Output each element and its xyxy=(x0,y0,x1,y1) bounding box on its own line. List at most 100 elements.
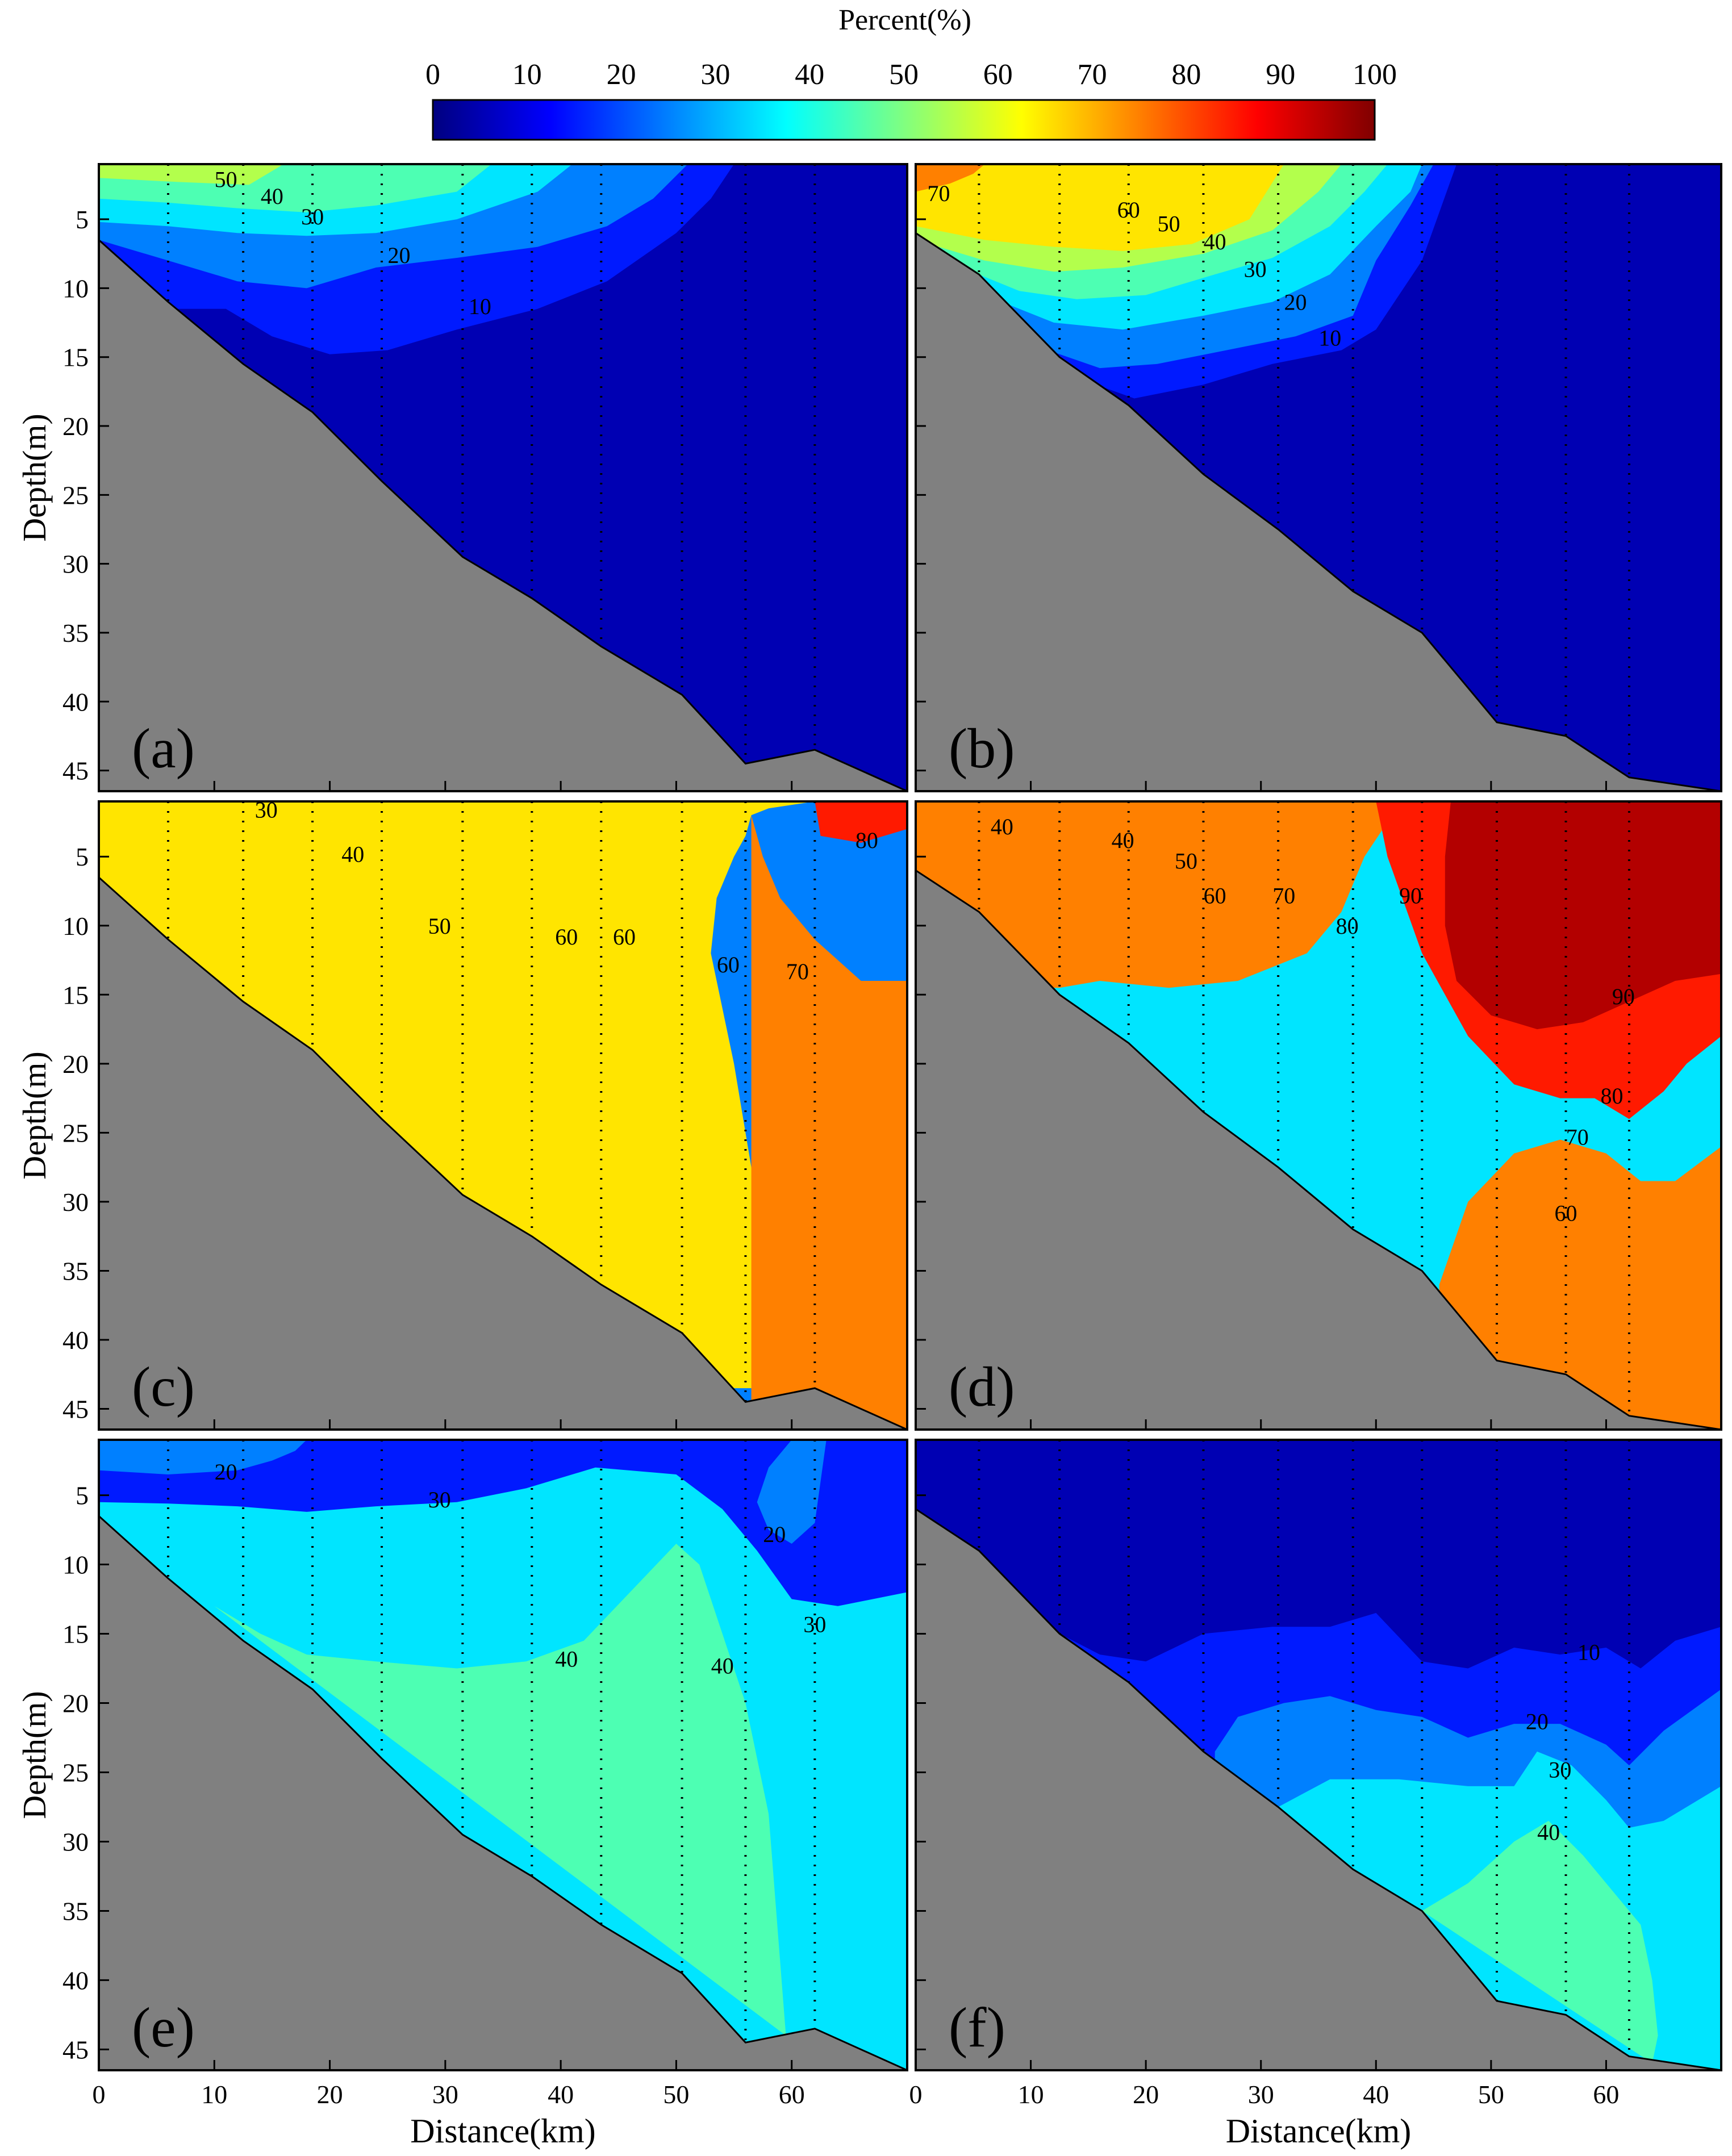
x-tick-label: 30 xyxy=(432,2080,458,2109)
contour-band-60 xyxy=(916,164,1284,251)
contour-band-70 xyxy=(916,164,985,192)
contour-label: 80 xyxy=(1601,1083,1624,1109)
contour-label: 50 xyxy=(428,913,451,939)
x-tick-label: 0 xyxy=(909,2080,923,2109)
axis-labels: Depth(m) Depth(m) Depth(m) Distance(km) Dist… xyxy=(16,413,1411,2150)
colorbar-tick-label: 70 xyxy=(1078,59,1107,91)
contour-label: 20 xyxy=(763,1522,786,1547)
contour-label: 60 xyxy=(1204,883,1226,908)
colorbar-tick-label: 20 xyxy=(607,59,636,91)
y-tick-label: 40 xyxy=(62,687,89,716)
contour-band-20 xyxy=(99,1440,307,1474)
y-tick-label: 35 xyxy=(62,1896,89,1925)
y-tick-label: 20 xyxy=(62,1050,89,1079)
contour-label: 50 xyxy=(215,167,237,193)
panel-a: 50 40 30 20 10 (a) 5 10 15 20 25 30 35 40 45 xyxy=(62,163,908,792)
x-tick-label: 20 xyxy=(317,2080,343,2109)
x-axis-label: Distance(km) xyxy=(410,2112,596,2150)
seabed xyxy=(99,876,907,1430)
axes-frame xyxy=(98,163,908,792)
axes-frame xyxy=(915,163,1722,792)
contour-label: 40 xyxy=(1537,1819,1560,1845)
y-tick-label: 30 xyxy=(62,1188,89,1217)
contour-label: 50 xyxy=(1175,849,1197,874)
contour-band-40 xyxy=(214,1544,786,2036)
contour-band-40 xyxy=(1422,1820,1658,2063)
y-tick-label: 45 xyxy=(62,1395,89,1424)
contour-label: 40 xyxy=(711,1653,734,1679)
axes-frame xyxy=(915,1439,1722,2071)
contour-label: 60 xyxy=(717,952,740,977)
contour-label: 60 xyxy=(555,924,578,950)
contour-label: 20 xyxy=(215,1459,237,1485)
y-tick-label: 10 xyxy=(62,274,89,303)
y-tick-label: 15 xyxy=(62,343,89,372)
axes-frame xyxy=(915,800,1722,1431)
colorbar-tick-label: 100 xyxy=(1353,59,1397,91)
y-axis-label: Depth(m) xyxy=(16,413,53,542)
y-axis-label: Depth(m) xyxy=(16,1051,53,1180)
contour-label: 60 xyxy=(1117,197,1140,223)
colorbar: Percent(%) 0 10 20 30 40 50 60 70 80 90 100 xyxy=(425,4,1397,141)
contour-label: 80 xyxy=(855,828,878,853)
contour-label: 90 xyxy=(1399,883,1422,908)
colorbar-ticks: 0 10 20 30 40 50 60 70 80 90 100 xyxy=(425,59,1397,91)
x-tick-label: 40 xyxy=(548,2080,574,2109)
colorbar-tick-label: 0 xyxy=(425,59,440,91)
y-tick-label: 30 xyxy=(62,1827,89,1856)
colorbar-tick-label: 80 xyxy=(1171,59,1201,91)
contour-label: 30 xyxy=(428,1487,451,1512)
y-tick-label: 35 xyxy=(62,619,89,647)
y-tick-label: 30 xyxy=(62,550,89,579)
panel-label: (b) xyxy=(949,717,1015,780)
panel-e: 20 30 20 30 40 40 (e) 5 10 15 20 25 30 35 40 450 10 20 30 4… xyxy=(62,1439,908,2109)
y-tick-label: 20 xyxy=(62,1689,89,1718)
contour-label: 20 xyxy=(1284,290,1307,315)
colorbar-gradient xyxy=(432,99,1376,141)
y-tick-label: 25 xyxy=(62,1118,89,1147)
y-tick-label: 25 xyxy=(62,1758,89,1787)
x-tick-label: 10 xyxy=(1018,2080,1044,2109)
x-tick-label: 60 xyxy=(779,2080,805,2109)
contour-band-80 xyxy=(815,801,907,843)
contour-band-70 xyxy=(751,815,907,1430)
contour-label: 10 xyxy=(469,294,491,319)
seabed xyxy=(916,232,1721,791)
contour-label: 90 xyxy=(1612,984,1635,1009)
contour-label: 60 xyxy=(613,924,636,950)
contour-label: 60 xyxy=(1555,1200,1577,1226)
x-tick-label: 50 xyxy=(1478,2080,1504,2109)
contour-band-70 xyxy=(1439,1139,1721,1430)
contour-label: 40 xyxy=(555,1647,578,1672)
seabed xyxy=(916,869,1721,1430)
axes-frame xyxy=(98,1439,908,2071)
panel-label: (d) xyxy=(949,1355,1015,1418)
colorbar-tick-label: 30 xyxy=(700,59,730,91)
y-tick-label: 10 xyxy=(62,1551,89,1580)
colorbar-tick-label: 60 xyxy=(983,59,1013,91)
y-tick-label: 10 xyxy=(62,912,89,941)
y-tick-label: 15 xyxy=(62,1620,89,1649)
colorbar-tick-label: 10 xyxy=(512,59,542,91)
colorbar-tick-label: 50 xyxy=(889,59,919,91)
contour-label: 40 xyxy=(1204,229,1226,254)
contour-label: 40 xyxy=(991,814,1013,839)
panel-b: 70 60 50 40 30 20 10 (b) xyxy=(915,163,1722,792)
panel-label: (a) xyxy=(132,717,195,780)
contour-label: 40 xyxy=(261,183,283,209)
contour-label: 10 xyxy=(1318,325,1341,351)
panel-label: (e) xyxy=(132,1996,195,2059)
y-tick-label: 5 xyxy=(76,842,89,871)
contour-label: 70 xyxy=(1566,1125,1589,1150)
x-tick-label: 20 xyxy=(1133,2080,1159,2109)
contour-label: 30 xyxy=(1549,1757,1571,1783)
seabed xyxy=(916,1508,1721,2070)
x-tick-label: 30 xyxy=(1248,2080,1274,2109)
y-tick-label: 35 xyxy=(62,1256,89,1285)
seabed xyxy=(99,1515,907,2070)
x-tick-label: 10 xyxy=(201,2080,227,2109)
x-tick-label: 40 xyxy=(1363,2080,1389,2109)
y-tick-label: 20 xyxy=(62,412,89,441)
contour-label: 30 xyxy=(1244,256,1267,282)
